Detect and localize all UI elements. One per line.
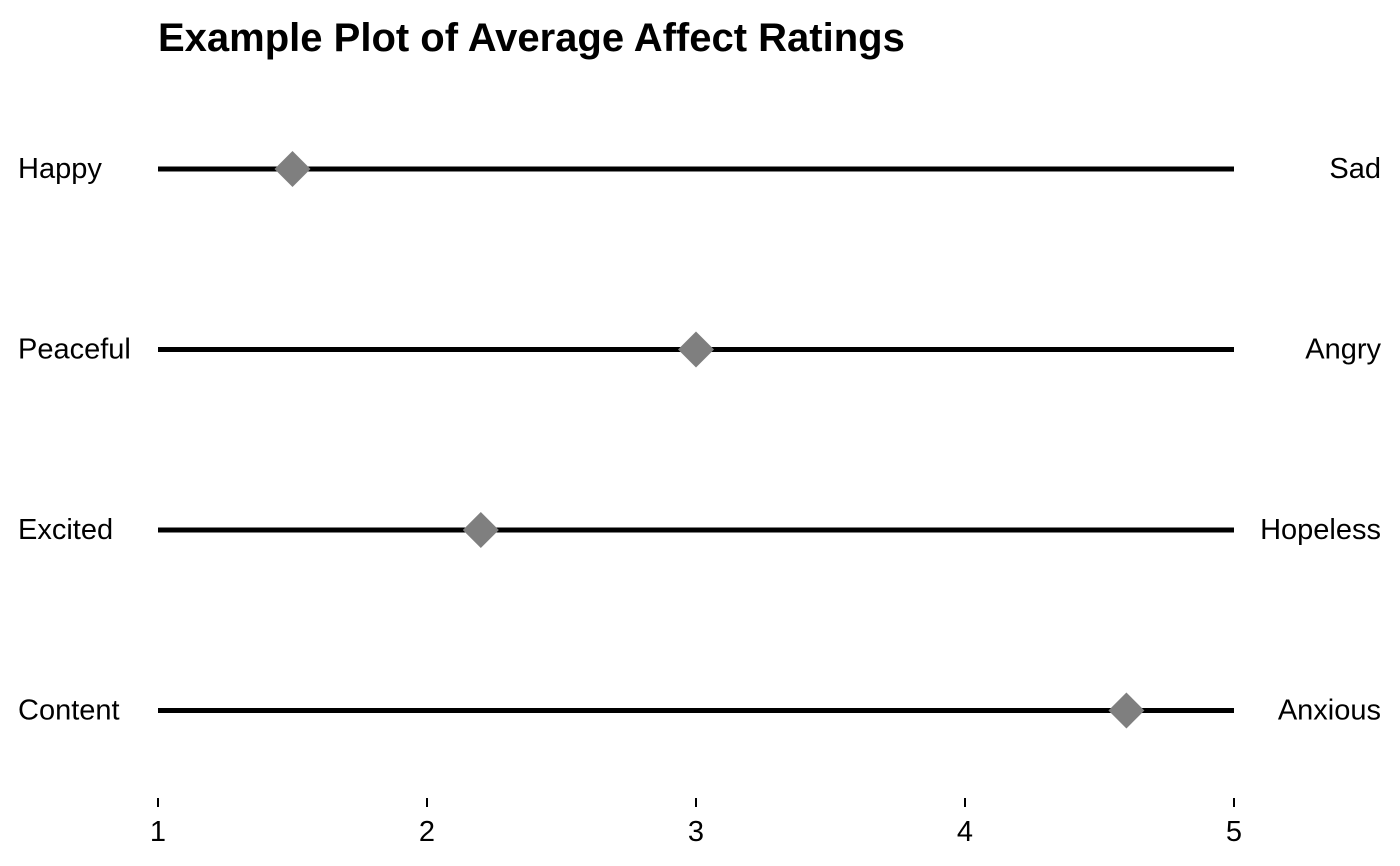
x-tick-label: 3 [688, 816, 704, 848]
rating-row: Peaceful Angry [18, 331, 1381, 368]
rating-rows: Happy Sad Peaceful Angry Excited Hopeless Cont… [18, 151, 1381, 729]
rating-row: Excited Hopeless [18, 512, 1381, 548]
left-anchor-label: Excited [18, 514, 113, 546]
rating-row: Content Anxious [18, 692, 1381, 729]
rating-row: Happy Sad [18, 151, 1381, 187]
left-anchor-label: Content [18, 695, 120, 727]
x-tick-label: 2 [419, 816, 435, 848]
x-tick-label: 4 [957, 816, 973, 848]
left-anchor-label: Happy [18, 153, 102, 185]
x-axis: 1 2 3 4 5 [150, 798, 1242, 848]
rating-marker [1108, 692, 1145, 729]
right-anchor-label: Sad [1329, 153, 1381, 185]
chart-title: Example Plot of Average Affect Ratings [158, 16, 905, 60]
rating-marker [462, 512, 499, 548]
right-anchor-label: Hopeless [1260, 514, 1381, 546]
x-tick-label: 1 [150, 816, 166, 848]
right-anchor-label: Angry [1305, 334, 1381, 366]
right-anchor-label: Anxious [1278, 695, 1381, 727]
x-tick-label: 5 [1226, 816, 1242, 848]
rating-marker [678, 331, 714, 368]
rating-marker [274, 151, 311, 187]
left-anchor-label: Peaceful [18, 334, 131, 366]
